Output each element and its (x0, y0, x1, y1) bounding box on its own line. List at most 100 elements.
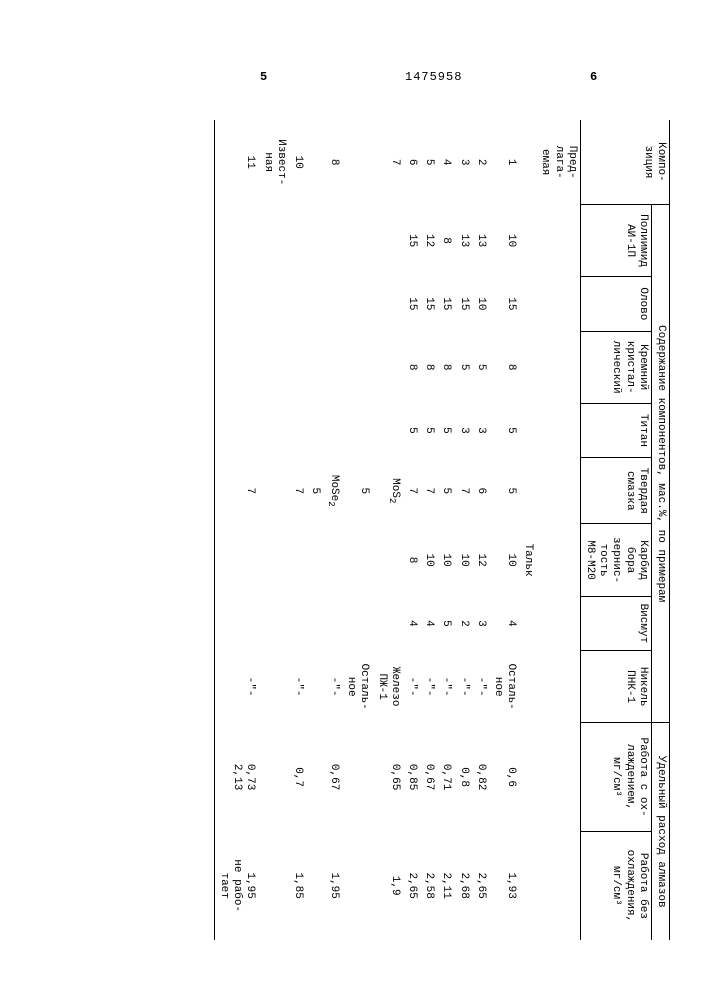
cell-n: 10 (289, 120, 306, 204)
cell: 0,67 (306, 723, 342, 832)
cell: 1,9 (342, 831, 403, 940)
cell: 7 (403, 458, 420, 524)
cell: 10 (489, 204, 519, 276)
cell: 10 (454, 524, 471, 596)
cell: 5 (454, 331, 471, 403)
cell: 5 (489, 458, 519, 524)
cell: 15 (420, 277, 437, 331)
cell: 13 (454, 204, 471, 276)
cell: 1,93 (489, 831, 519, 940)
table-row: 10 7 -"- 0,7 1,85 (289, 120, 306, 940)
cell: 15 (437, 277, 454, 331)
cell-ditto: -"- (454, 651, 471, 723)
cell: 2,58 (420, 831, 437, 940)
th-without-cooling: Работа безохлаждения,мг/см³ (580, 831, 651, 940)
cell: 8 (437, 204, 454, 276)
cell-ditto: -"- (214, 651, 258, 723)
cell: 1,95 (306, 831, 342, 940)
formula-prefix: MoSe (328, 475, 340, 501)
cell: 15 (403, 204, 420, 276)
cell: 8 (403, 524, 420, 596)
cell: 8 (489, 331, 519, 403)
cell-ditto: -"- (289, 651, 306, 723)
cell: 6 (472, 458, 489, 524)
cell-formula: MoSe2 (323, 458, 342, 524)
cell-n: 4 (437, 120, 454, 204)
cell: 2,11 (437, 831, 454, 940)
cell: 12 (420, 204, 437, 276)
cell: 0,732,13 (214, 723, 258, 832)
cell-ostalnoe: Осталь-ное (342, 651, 372, 723)
cell-formula: MoS2 (372, 458, 402, 524)
th-composition: Компо-зиция (580, 120, 669, 204)
cell-ditto: -"- (420, 651, 437, 723)
cell-n: 8 (306, 120, 342, 204)
table-row: 7 MoS2 ЖелезоПЖ-1 0,65 1,9 (372, 120, 402, 940)
page: 5 1475958 6 Компо-зиция Содержание компо… (0, 0, 707, 1000)
cell: 15 (454, 277, 471, 331)
table-row: 6 15 15 8 5 7 8 4 -"- 0,85 2,65 (403, 120, 420, 940)
table-row: 1 10 15 8 5 5 10 4 Осталь-ное 0,6 1,93 (489, 120, 519, 940)
cell: 4 (489, 596, 519, 650)
page-number-left: 5 (260, 70, 267, 84)
cell: 8 (420, 331, 437, 403)
cell: 3 (472, 403, 489, 457)
cell: 13 (472, 204, 489, 276)
formula-prefix: MoS (389, 478, 401, 498)
cell: 1,95не рабо-тает (214, 831, 258, 940)
cell-ostalnoe: Осталь-ное (489, 651, 519, 723)
cell-n: 11 (214, 120, 258, 204)
cell-ditto: -"- (437, 651, 454, 723)
document-number: 1475958 (405, 70, 462, 84)
cell: 5 (420, 403, 437, 457)
cell: 0,6 (489, 723, 519, 832)
cell-ditto: -"- (403, 651, 420, 723)
cell-ditto: -"- (472, 651, 489, 723)
cell: 5 (437, 458, 454, 524)
cell: 0,8 (454, 723, 471, 832)
th-consumption-group: Удельный расход алмазов (651, 723, 669, 940)
th-components-group: Содержание компонентов, мас.%, по пример… (651, 204, 669, 722)
cell: 3 (472, 596, 489, 650)
composition-table: Компо-зиция Содержание компонентов, мас.… (214, 120, 670, 940)
table-row: 8 MoSe2 -"- 0,67 1,95 (323, 120, 342, 940)
th-solid-lubricant: Твердаясмазка (580, 458, 651, 524)
talc-label: Тальк (519, 524, 536, 596)
cell: 7 (214, 458, 258, 524)
cell: 8 (437, 331, 454, 403)
cell: 2,68 (454, 831, 471, 940)
cell: 15 (403, 277, 420, 331)
cell-ditto: -"- (306, 651, 342, 723)
th-boron-carbide: Карбидборазернис-тостьМ8-М20 (580, 524, 651, 596)
cell: 7 (289, 458, 306, 524)
cell: 5 (342, 458, 372, 524)
cell: 10 (420, 524, 437, 596)
table-row: 4 8 15 8 5 5 10 5 -"- 0,71 2,11 (437, 120, 454, 940)
cell: 4 (420, 596, 437, 650)
cell: 2,65 (472, 831, 489, 940)
th-polyimide: ПолиимидАИ-1П (580, 204, 651, 276)
table-row: 5 12 15 8 5 7 10 4 -"- 0,67 2,58 (420, 120, 437, 940)
cell: 10 (437, 524, 454, 596)
cell: 0,85 (403, 723, 420, 832)
th-tin: Олово (580, 277, 651, 331)
cell: 4 (403, 596, 420, 650)
cell: 5 (437, 596, 454, 650)
section-known-label: Извест-ная (258, 120, 288, 204)
formula-sub: 2 (387, 498, 397, 503)
th-titanium: Титан (580, 403, 651, 457)
page-number-right: 6 (590, 70, 597, 84)
cell: 0,71 (437, 723, 454, 832)
cell: 12 (472, 524, 489, 596)
cell: 0,67 (420, 723, 437, 832)
cell-n: 3 (454, 120, 471, 204)
cell-n: 1 (489, 120, 519, 204)
rotated-table-container: Компо-зиция Содержание компонентов, мас.… (214, 120, 670, 747)
cell: 7 (454, 458, 471, 524)
formula-sub: 2 (326, 501, 336, 506)
cell-n: 7 (342, 120, 403, 204)
section-proposed-label: Пред-лага-емая (536, 120, 580, 204)
cell: 0,7 (289, 723, 306, 832)
cell: 2 (454, 596, 471, 650)
table-row: 3 13 15 5 3 7 10 2 -"- 0,8 2,68 (454, 120, 471, 940)
